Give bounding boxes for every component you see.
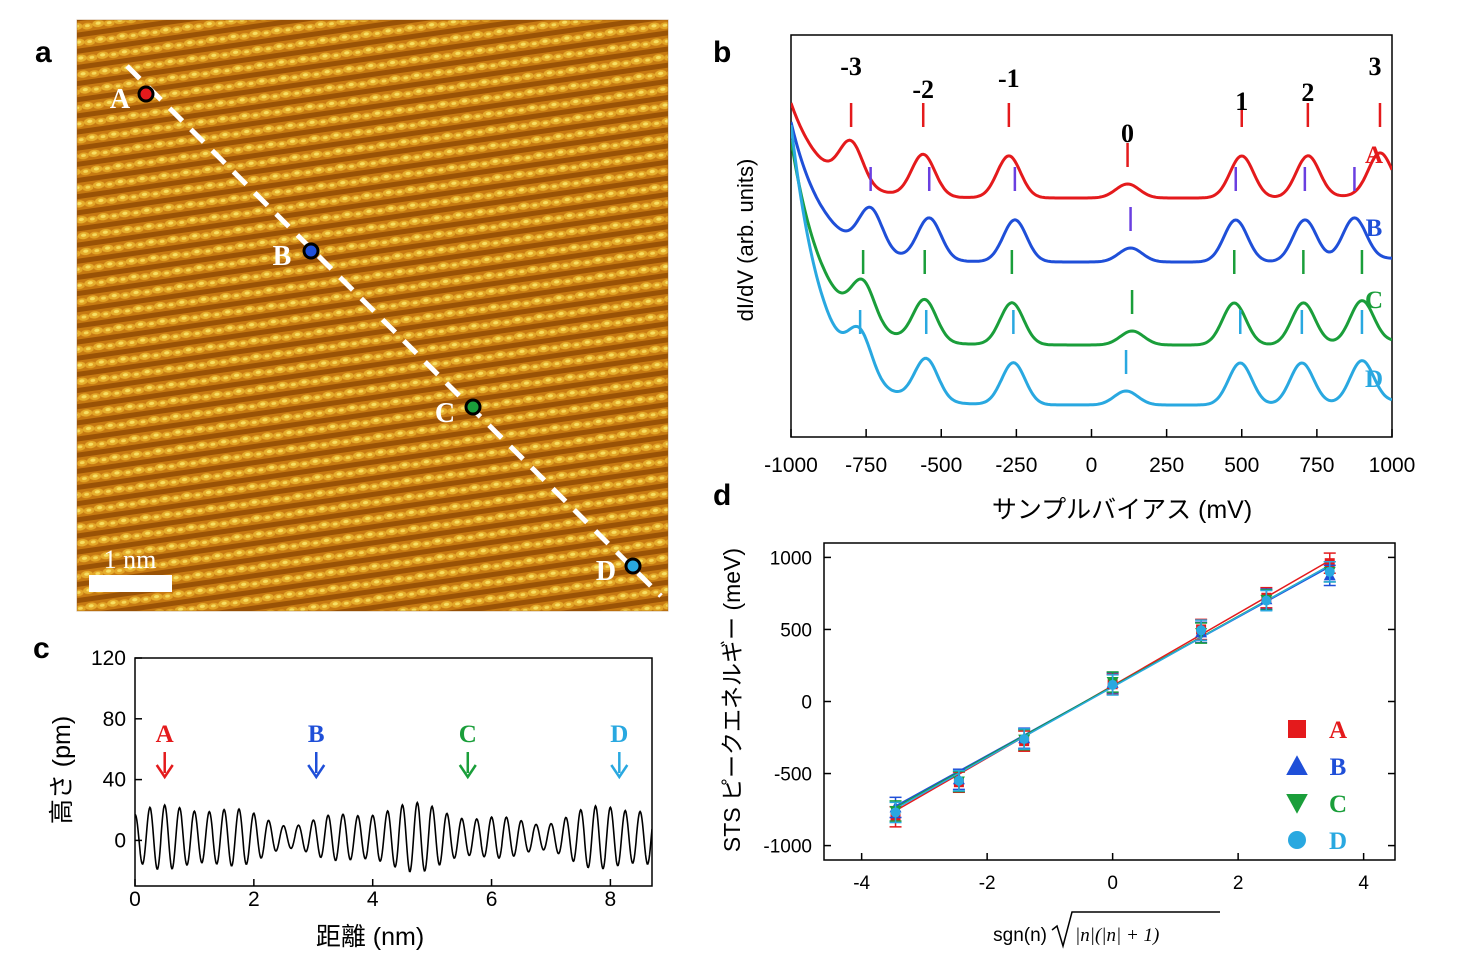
d-xtick-label: 0 xyxy=(1107,873,1118,894)
d-point-d xyxy=(1196,625,1207,636)
b-xtick-label: 750 xyxy=(1299,454,1334,477)
point-b-marker xyxy=(302,242,320,260)
c-arrow-label-c: C xyxy=(459,721,477,748)
d-legend-marker-d xyxy=(1288,831,1306,849)
d-legend-marker-b xyxy=(1286,755,1308,775)
stm-image xyxy=(77,20,668,611)
c-ytick-label: 40 xyxy=(103,769,126,792)
panel-a: a A B C D 1 nm xyxy=(35,19,669,612)
d-ytick-label: 1000 xyxy=(770,548,812,569)
panel-b-ylabel: dI/dV (arb. units) xyxy=(733,159,758,322)
panel-b-label: b xyxy=(713,36,731,69)
c-arrow-label-a: A xyxy=(156,721,174,748)
b-xtick-label: -750 xyxy=(845,454,887,477)
point-c-marker xyxy=(464,398,482,416)
c-arrow-head xyxy=(458,764,477,780)
d-ytick-label: -500 xyxy=(774,765,812,786)
d-xtick-label: -2 xyxy=(979,873,996,894)
panel-c-axes xyxy=(134,657,653,887)
d-legend-label-d: D xyxy=(1329,828,1347,855)
c-arrow-head xyxy=(307,764,326,780)
d-legend-label-b: B xyxy=(1330,754,1347,781)
panel-d-ylabel: STS ピークエネルギー (meV) xyxy=(719,548,745,852)
d-ytick-label: -1000 xyxy=(763,837,812,858)
d-point-d xyxy=(1324,566,1335,577)
point-b-label: B xyxy=(273,241,292,272)
b-level-label: 2 xyxy=(1301,78,1314,107)
c-xtick-label: 0 xyxy=(129,888,141,911)
d-point-d xyxy=(1261,595,1272,606)
scale-bar-label: 1 nm xyxy=(104,545,157,574)
c-ytick-label: 80 xyxy=(103,708,126,731)
b-curve-label-d: D xyxy=(1365,366,1383,393)
c-arrow-label-d: D xyxy=(610,721,628,748)
scale-bar xyxy=(89,575,172,592)
d-xtick-label: -4 xyxy=(853,873,870,894)
c-height-profile xyxy=(135,800,652,873)
c-ytick-label: 120 xyxy=(91,647,126,670)
d-point-d xyxy=(953,775,964,786)
c-arrow-head xyxy=(610,764,629,780)
point-d-label: D xyxy=(596,556,616,587)
d-ytick-label: 500 xyxy=(780,620,812,641)
b-curve-c xyxy=(791,139,1392,347)
b-curve-label-a: A xyxy=(1365,142,1383,169)
panel-a-label: a xyxy=(35,36,52,69)
b-curve-label-c: C xyxy=(1365,287,1383,314)
point-a-label: A xyxy=(110,84,131,115)
b-xtick-label: 500 xyxy=(1224,454,1259,477)
d-xtick-label: 4 xyxy=(1358,873,1369,894)
b-xtick-label: 250 xyxy=(1149,454,1184,477)
panel-b-xlabel: サンプルバイアス (mV) xyxy=(992,496,1252,524)
b-xtick-label: 1000 xyxy=(1369,454,1416,477)
b-xtick-label: -1000 xyxy=(764,454,818,477)
d-legend-marker-c xyxy=(1286,794,1308,814)
b-level-label: -1 xyxy=(998,64,1020,93)
b-curve-d xyxy=(791,124,1392,407)
panel-d-xlabel-prefix: sgn(n) xyxy=(993,925,1047,946)
b-xtick-label: -500 xyxy=(920,454,962,477)
d-legend-marker-a xyxy=(1288,720,1306,738)
point-d-marker xyxy=(624,557,642,575)
b-curve-label-b: B xyxy=(1366,215,1383,242)
d-ytick-label: 0 xyxy=(801,693,812,714)
panel-c-label: c xyxy=(33,632,50,665)
d-point-d xyxy=(1019,733,1030,744)
panel-d-label: d xyxy=(713,479,731,512)
c-ytick-label: 0 xyxy=(114,829,126,852)
panel-c-xlabel: 距離 (nm) xyxy=(316,923,424,951)
b-level-label: -3 xyxy=(840,52,862,81)
d-legend-label-c: C xyxy=(1329,791,1347,818)
point-a-marker xyxy=(137,85,155,103)
b-xtick-label: 0 xyxy=(1086,454,1098,477)
c-xtick-label: 4 xyxy=(367,888,379,911)
b-level-label: 3 xyxy=(1368,52,1381,81)
sqrt-sign xyxy=(1051,911,1220,949)
line-profile-path xyxy=(125,64,663,598)
point-c-label: C xyxy=(435,398,455,429)
panel-d-axes xyxy=(823,542,1396,861)
d-point-d xyxy=(890,807,901,818)
c-arrow-label-b: B xyxy=(308,721,325,748)
b-level-label: 1 xyxy=(1235,87,1248,116)
panel-c-ylabel: 高さ (pm) xyxy=(48,716,76,824)
b-level-label: -2 xyxy=(912,75,934,104)
b-level-label: 0 xyxy=(1121,119,1134,148)
d-legend-label-a: A xyxy=(1329,717,1347,744)
c-xtick-label: 2 xyxy=(248,888,260,911)
b-curve-a xyxy=(791,102,1392,200)
b-curve-b xyxy=(791,121,1392,264)
d-point-d xyxy=(1107,679,1118,690)
b-xtick-label: -250 xyxy=(995,454,1037,477)
c-arrow-head xyxy=(155,764,174,780)
d-xtick-label: 2 xyxy=(1233,873,1244,894)
c-xtick-label: 6 xyxy=(486,888,498,911)
panel-d-xlabel-radicand: |n|(|n| + 1) xyxy=(1075,925,1159,946)
panel-b: b -1000 -750 -500 -250 0 250 500 750 1000 -3 -2 -1… xyxy=(713,34,1416,524)
c-xtick-label: 8 xyxy=(605,888,617,911)
